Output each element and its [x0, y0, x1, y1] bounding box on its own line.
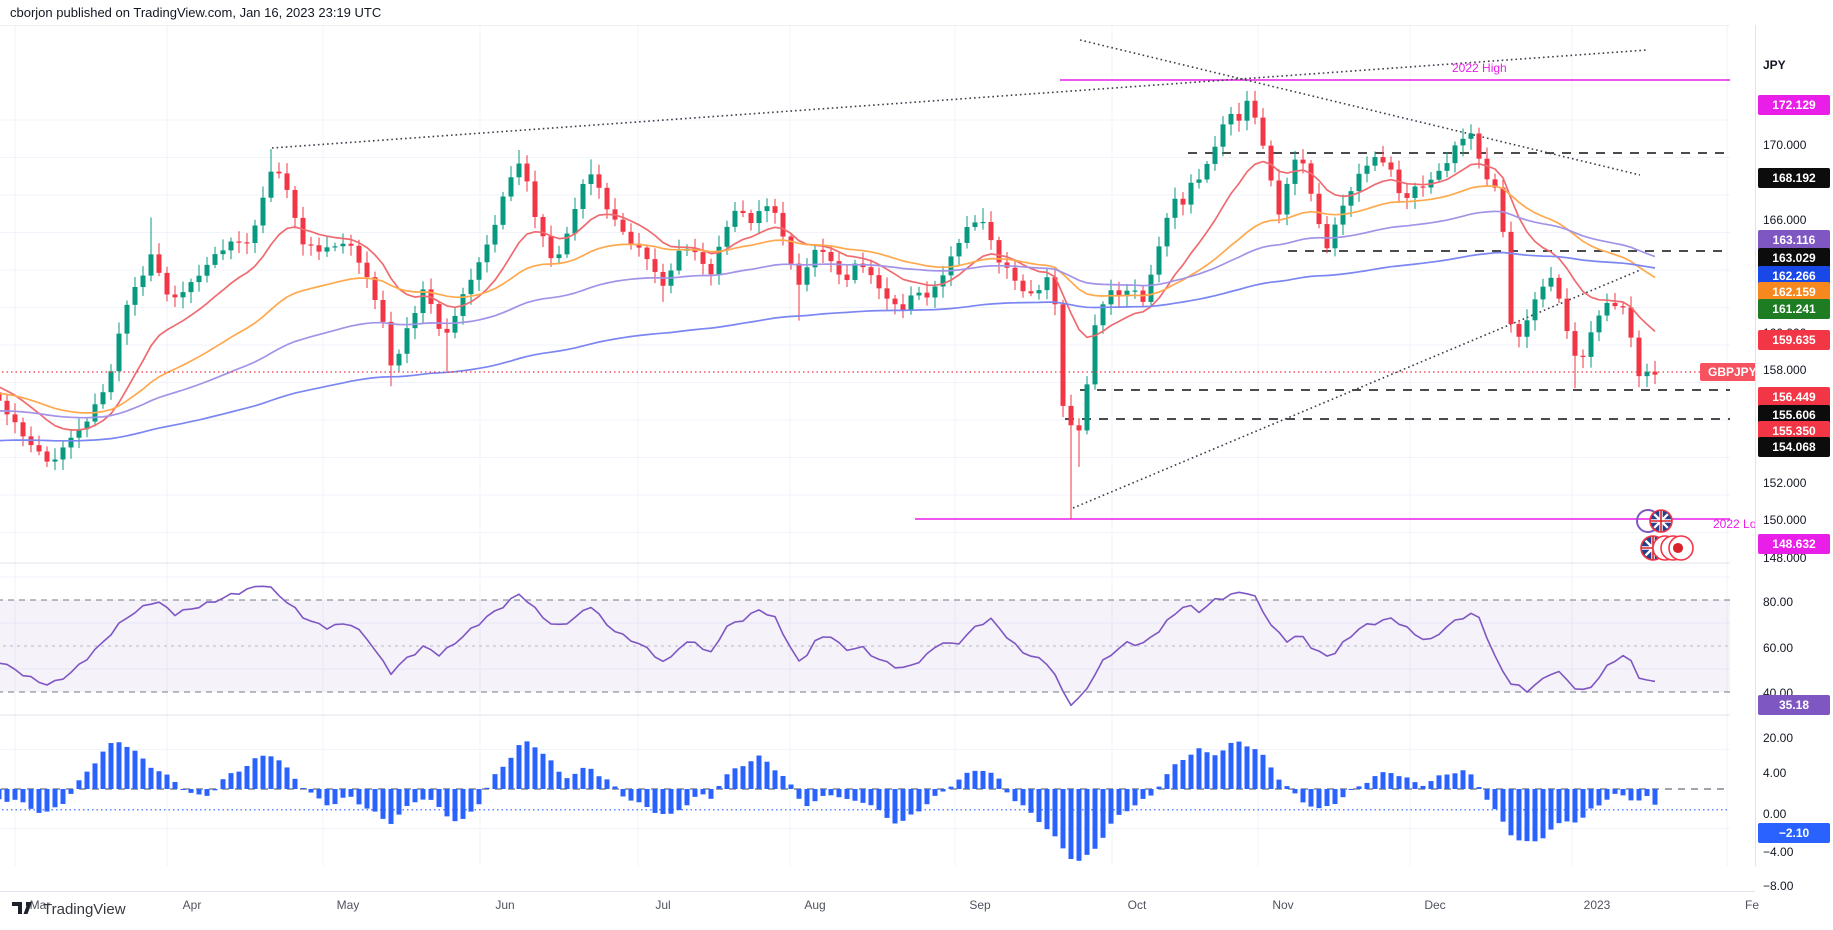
- chart-area[interactable]: 2022 High 2022 Low GBPJPY JPY 170.000 166…: [0, 25, 1833, 921]
- axis-tick: 166.000: [1763, 213, 1807, 227]
- tradingview-brand-text[interactable]: TradingView: [43, 901, 126, 918]
- time-axis-label: Dec: [1424, 898, 1446, 912]
- axis-price-label: 148.632: [1758, 534, 1830, 554]
- axis-tick: 20.00: [1763, 731, 1794, 745]
- axis-tick: 152.000: [1763, 476, 1807, 490]
- axis-price-label: 162.266: [1758, 266, 1830, 286]
- time-axis-label: Oct: [1127, 898, 1147, 912]
- time-axis-label: Nov: [1272, 898, 1294, 912]
- time-axis-label: Aug: [804, 898, 826, 912]
- axis-price-label: 155.606: [1758, 405, 1830, 425]
- axis-tick: 60.00: [1763, 641, 1794, 655]
- axis-price-label: 163.116: [1758, 230, 1830, 250]
- axis-price-label: 172.129: [1758, 95, 1830, 115]
- time-axis[interactable]: Mar Apr May Jun Jul Aug Sep Oct Nov Dec 2023 Fe: [0, 891, 1759, 921]
- axis-tick: 170.000: [1763, 138, 1807, 152]
- footer: TradingView: [12, 901, 126, 918]
- label-2022-low: 2022 Low: [1713, 517, 1766, 531]
- time-axis-label: Jul: [655, 898, 671, 912]
- axis-tick: 4.00: [1763, 766, 1787, 780]
- symbol-label-gbpjpy: GBPJPY: [1700, 363, 1765, 381]
- axis-price-label: 159.635: [1758, 330, 1830, 350]
- time-axis-label: Fe: [1744, 898, 1759, 912]
- time-axis-label: Mar: [29, 898, 51, 912]
- axis-price-label: 155.350: [1758, 421, 1830, 441]
- axis-tick: −4.00: [1763, 845, 1794, 859]
- axis-price-label: 161.241: [1758, 299, 1830, 319]
- axis-price-label: 156.449: [1758, 387, 1830, 407]
- axis-price-label: 154.068: [1758, 437, 1830, 457]
- axis-tick: −8.00: [1763, 879, 1794, 893]
- time-axis-label: Apr: [182, 898, 202, 912]
- axis-tick: 158.000: [1763, 363, 1807, 377]
- attribution-text: cborjon published on TradingView.com, Ja…: [10, 5, 382, 20]
- price-chart-canvas[interactable]: [0, 25, 1755, 866]
- axis-tick: 150.000: [1763, 513, 1807, 527]
- axis-tick: 148.000: [1763, 551, 1807, 565]
- axis-price-label: 163.029: [1758, 248, 1830, 268]
- axis-tick: 80.00: [1763, 595, 1794, 609]
- time-axis-label: Jun: [495, 898, 515, 912]
- axis-tick: 0.00: [1763, 807, 1787, 821]
- tradingview-logo-icon[interactable]: [12, 902, 36, 917]
- axis-price-label: 168.192: [1758, 168, 1830, 188]
- price-axis[interactable]: JPY 170.000166.000160.000158.000152.0001…: [1755, 25, 1833, 893]
- time-axis-label: Sep: [969, 898, 991, 912]
- axis-price-label: 162.159: [1758, 282, 1830, 302]
- axis-price-label: 35.18: [1758, 695, 1830, 715]
- time-axis-label: May: [336, 898, 360, 912]
- label-2022-high: 2022 High: [1452, 61, 1507, 75]
- time-axis-label: 2023: [1583, 898, 1611, 912]
- axis-price-label: −2.10: [1758, 823, 1830, 843]
- axis-currency-label: JPY: [1763, 58, 1786, 72]
